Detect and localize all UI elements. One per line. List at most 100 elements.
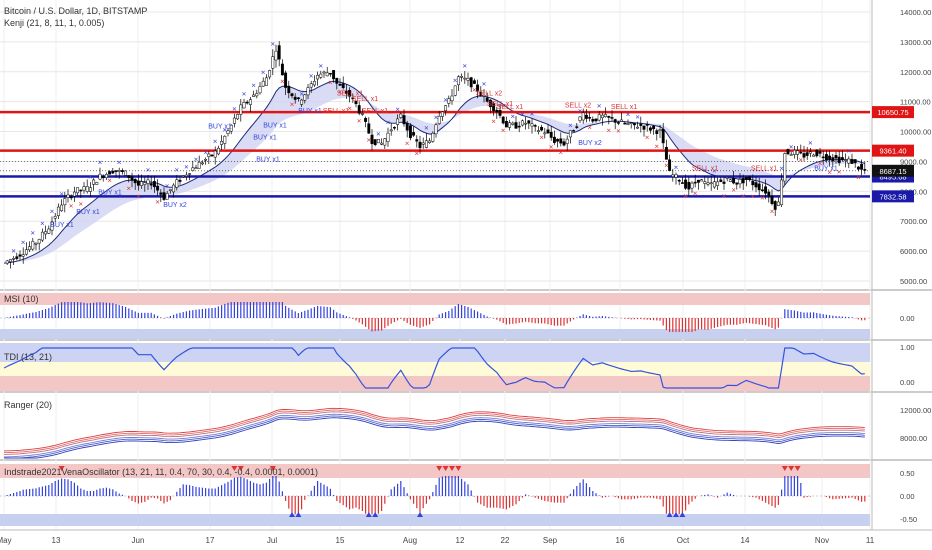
candle-body [450,95,454,102]
x-tick-label: Oct [677,536,690,545]
price-tick-label: 10000.00 [900,128,931,137]
candle-body [808,151,812,154]
price-tick-label: 5000.00 [900,277,927,286]
sell-signal-label: SELL x1 [751,165,777,172]
candle-body [300,99,304,105]
vena-sell-triangle [788,466,795,471]
candle-body [216,147,220,155]
vena-oscillator-label: Indstrade2021VenaOscillator (13, 21, 11,… [4,467,318,477]
signal-marker: ✕ [395,107,400,113]
candle-body [559,138,563,144]
candle-body [831,157,835,162]
sell-signal-label: SELL x1 [497,104,523,111]
candle-body [165,193,169,200]
signal-marker: ✕ [827,171,832,177]
tdi-tick-1: 1.00 [900,343,915,352]
ranger-band [4,417,865,459]
signal-marker: ✕ [558,150,563,156]
candle-body [818,151,822,154]
x-tick-label: Nov [815,536,829,545]
candle-body [437,115,441,124]
candle-body [840,157,844,160]
level-price-tag [872,144,914,157]
candle-body [453,85,457,96]
ranger-pane: 12000.00 8000.00 [3,406,931,459]
x-axis: May 13 Jun 17 Jul 15 Aug 12 22 Sep 16 Oct 14 Nov 11 [0,529,932,545]
signal-marker: ✕ [702,169,707,175]
price-tick-label: 9000.00 [900,157,927,166]
candle-body [296,97,300,100]
signal-marker: ✕ [165,184,170,190]
vena-buy-triangle [673,512,679,517]
vena-sell-triangle [269,466,276,471]
candle-body [693,181,697,184]
signal-marker: ✕ [789,145,794,151]
candle-body [274,50,278,61]
candle-body [594,118,598,122]
candle-body [860,163,864,170]
buy-signal-label: BUY x1 [298,108,322,115]
x-tick-label: May [0,536,12,545]
candle-body [488,99,492,108]
candle-body [191,167,195,171]
candle-body [421,142,425,145]
buy-signal-label: BUY x1 [256,156,280,163]
candle-body [469,77,473,88]
candle-body [556,138,560,142]
signal-marker: ✕ [241,92,246,98]
vena-sell-triangle [231,466,238,471]
vena-sell-triangle [442,466,449,471]
candle-body [514,122,518,129]
candle-body [760,189,764,191]
buy-signal-label: BUY x2 [578,140,602,147]
candle-body [463,77,467,80]
sell-signal-label: SELL x1 [487,101,513,108]
candle-body [245,101,249,104]
candle-body [821,156,825,159]
candle-body [341,83,345,88]
candle-body [408,125,412,139]
candle-body [824,154,828,160]
candle-body [344,90,348,94]
candle-body [629,122,633,124]
candle-body [88,187,92,192]
sell-signal-label: SELL x1 [337,91,363,98]
candle-body [578,116,582,121]
signal-marker: ✕ [491,120,496,126]
price-tick-label: 11000.00 [900,98,931,107]
candle-body [476,84,480,92]
candle-body [674,174,678,178]
signal-marker: ✕ [769,210,774,216]
signal-marker: ✕ [261,70,266,76]
candle-body [828,155,832,160]
candle-body [680,182,684,184]
candle-body [600,114,604,119]
candle-body [847,158,851,164]
candle-body [114,170,118,172]
signal-marker: ✕ [635,115,640,121]
candle-body [786,149,790,155]
candle-body [789,154,793,156]
signal-marker: ✕ [424,126,429,132]
candle-body [725,177,729,179]
candle-body [440,111,444,117]
candle-body [508,122,512,128]
candle-body [312,81,316,86]
signal-marker: ✕ [184,165,189,171]
candle-body [242,102,246,109]
candle-body [332,70,336,80]
signal-marker: ✕ [11,249,16,255]
price-tick-label: 12000.00 [900,68,931,77]
vena-tick-neg0.5: -0.50 [900,515,917,524]
candle-body [719,179,723,182]
level-price-tag [872,190,914,203]
candle-body [687,181,691,190]
vena-sell-triangle [237,466,244,471]
candle-body [172,184,176,193]
signal-marker: ✕ [741,194,746,200]
signal-marker: ✕ [40,221,45,227]
candle-body [197,161,201,169]
signal-marker: ✕ [443,98,448,104]
price-tick-label: 14000.00 [900,8,931,17]
signal-marker: ✕ [817,161,822,167]
